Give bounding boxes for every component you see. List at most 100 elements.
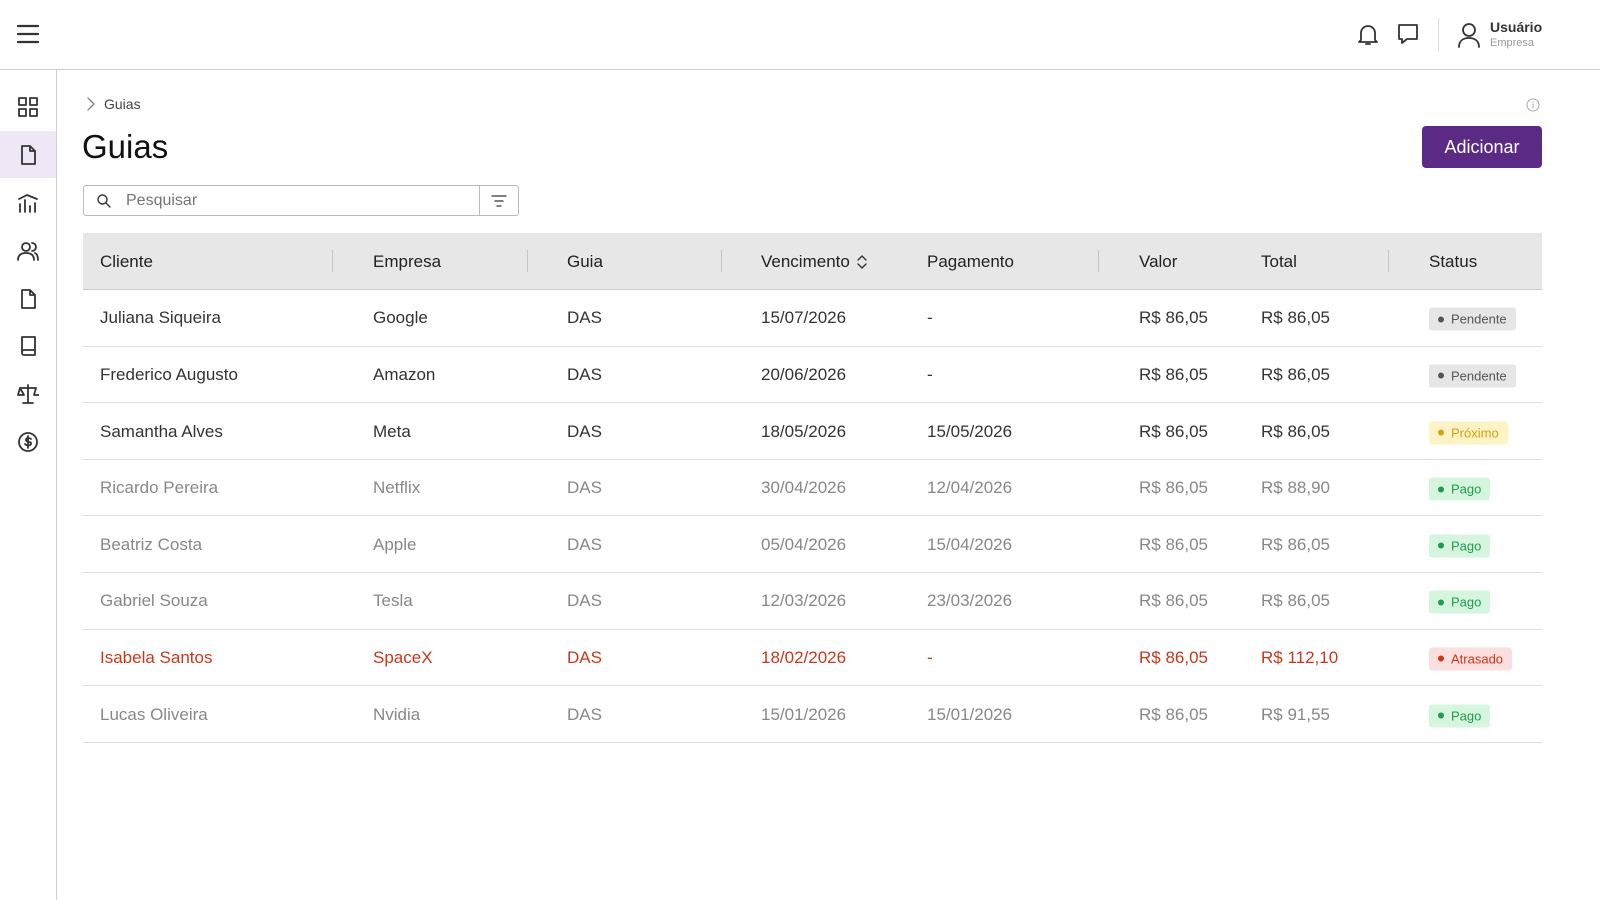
table-row[interactable] <box>83 630 1542 687</box>
table-cell: DAS <box>567 478 602 498</box>
notifications-button[interactable] <box>1356 22 1380 48</box>
table-row[interactable] <box>83 686 1542 743</box>
user-name[interactable]: Usuário <box>1490 19 1543 35</box>
table-cell: Google <box>373 308 428 328</box>
status-badge: Pago <box>1429 704 1491 727</box>
table-cell: 05/04/2026 <box>761 534 847 554</box>
status-label: Atrasado <box>1451 651 1504 667</box>
table-cell: R$ 86,05 <box>1139 421 1208 441</box>
info-icon[interactable] <box>1525 97 1541 113</box>
table-cell: Nvidia <box>373 704 421 724</box>
status-label: Pendente <box>1451 311 1507 327</box>
column-header: Empresa <box>373 251 442 271</box>
filter-button[interactable] <box>491 194 507 208</box>
column-header: Total <box>1261 251 1297 271</box>
table-cell: DAS <box>567 308 602 328</box>
table-cell: Apple <box>373 534 417 554</box>
table-row[interactable] <box>83 460 1542 517</box>
table-cell: R$ 86,05 <box>1261 421 1330 441</box>
table-cell: 30/04/2026 <box>761 478 847 498</box>
table-row[interactable] <box>83 290 1542 347</box>
nav-documents[interactable] <box>0 275 56 322</box>
user-company: Empresa <box>1490 37 1535 49</box>
search-input[interactable] <box>124 188 474 213</box>
table-header <box>83 233 1542 290</box>
table-row[interactable] <box>83 573 1542 630</box>
status-badge: Pago <box>1429 534 1491 558</box>
table-cell: R$ 86,05 <box>1261 364 1330 384</box>
nav-dashboard[interactable] <box>0 83 56 130</box>
column-divider <box>1098 250 1099 272</box>
status-label: Pendente <box>1451 368 1507 384</box>
status-badge: Próximo <box>1429 421 1508 444</box>
breadcrumb-item[interactable]: Guias <box>104 96 141 112</box>
table-row[interactable] <box>83 516 1542 573</box>
table-cell: R$ 86,05 <box>1139 647 1208 667</box>
column-header[interactable]: Vencimento <box>761 252 868 272</box>
user-avatar[interactable] <box>1456 21 1482 49</box>
sidebar <box>0 70 57 900</box>
nav-guias[interactable] <box>0 131 56 178</box>
table-cell: Tesla <box>373 591 413 611</box>
menu-button[interactable] <box>16 23 40 45</box>
status-dot <box>1438 486 1444 493</box>
table-cell: 18/05/2026 <box>761 421 847 441</box>
status-badge: Atrasado <box>1429 647 1513 671</box>
status-label: Pago <box>1451 538 1482 554</box>
table-cell: 12/04/2026 <box>927 478 1013 498</box>
table-cell: R$ 86,05 <box>1139 308 1208 328</box>
top-bar: Usuário Empresa <box>0 0 1600 70</box>
table-cell: 15/04/2026 <box>927 534 1013 554</box>
search-box <box>83 185 519 216</box>
status-label: Próximo <box>1451 425 1499 440</box>
status-label: Pago <box>1451 481 1482 497</box>
table-cell: - <box>927 364 933 384</box>
table-cell: Frederico Augusto <box>100 364 238 384</box>
column-divider <box>1388 250 1389 272</box>
nav-payments[interactable] <box>0 418 56 465</box>
table-row[interactable] <box>83 403 1542 460</box>
table-cell: DAS <box>567 591 602 611</box>
table-cell: R$ 86,05 <box>1261 534 1330 554</box>
table-cell: Gabriel Souza <box>100 591 208 611</box>
table-cell: DAS <box>567 647 602 667</box>
status-dot <box>1438 542 1444 549</box>
table-cell: DAS <box>567 421 602 441</box>
status-dot <box>1438 429 1444 436</box>
column-divider <box>721 250 722 272</box>
table-cell: Samantha Alves <box>100 421 223 441</box>
column-header: Cliente <box>100 251 153 271</box>
table-cell: DAS <box>567 704 602 724</box>
column-header: Valor <box>1139 251 1178 271</box>
messages-button[interactable] <box>1396 22 1420 48</box>
nav-book[interactable] <box>0 322 56 369</box>
page-title: Guias <box>82 128 169 165</box>
table-cell: Beatriz Costa <box>100 534 203 554</box>
table-cell: R$ 86,05 <box>1139 591 1208 611</box>
table-cell: Amazon <box>373 364 436 384</box>
sort-icon[interactable] <box>856 254 868 270</box>
table-cell: 12/03/2026 <box>761 591 847 611</box>
table-cell: R$ 86,05 <box>1139 704 1208 724</box>
status-dot <box>1438 599 1444 606</box>
nav-finance[interactable] <box>0 179 56 226</box>
table-cell: 20/06/2026 <box>761 364 847 384</box>
column-divider <box>332 250 333 272</box>
table-cell: Isabela Santos <box>100 647 213 667</box>
table-cell: SpaceX <box>373 647 433 667</box>
table-cell: - <box>927 647 933 667</box>
table-cell: R$ 88,90 <box>1261 478 1330 498</box>
table-cell: R$ 86,05 <box>1261 308 1330 328</box>
status-badge: Pago <box>1429 590 1491 614</box>
add-button[interactable]: Adicionar <box>1422 126 1542 168</box>
nav-clients[interactable] <box>0 227 56 274</box>
table-cell: 15/07/2026 <box>761 308 847 328</box>
table-cell: Lucas Oliveira <box>100 704 208 724</box>
divider <box>479 186 480 215</box>
nav-legal[interactable] <box>0 370 56 417</box>
status-badge: Pago <box>1429 477 1491 501</box>
table-cell: 23/03/2026 <box>927 591 1013 611</box>
search-icon <box>97 194 111 208</box>
table-row[interactable] <box>83 347 1542 404</box>
